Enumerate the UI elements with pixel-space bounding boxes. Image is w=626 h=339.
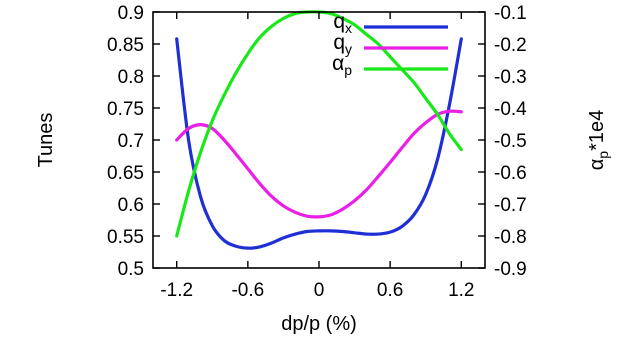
y-left-tick-label: 0.75 [107, 99, 144, 120]
y-left-tick-label: 0.8 [118, 67, 144, 88]
y-axis-label-right-symbol: α [586, 159, 608, 171]
y-right-tick-label: -0.7 [494, 195, 527, 216]
series-line-qy [175, 109, 463, 219]
y-left-tick-label: 0.6 [118, 195, 144, 216]
y-right-tick-label: -0.6 [494, 163, 527, 184]
y-left-tick-label: 0.7 [118, 131, 144, 152]
y-left-tick-label: 0.85 [107, 35, 144, 56]
series-line-qx [175, 37, 463, 250]
y-axis-label-right-rest: *1e4 [586, 110, 608, 151]
y-left-tick-label: 0.55 [107, 227, 144, 248]
x-tick-label: 0.6 [377, 280, 403, 301]
x-tick-label: -1.2 [160, 280, 193, 301]
y-left-tick-label: 0.9 [118, 3, 144, 24]
x-tick-label: 1.2 [448, 280, 474, 301]
legend-label: qy [333, 31, 352, 57]
y-right-tick-label: -0.8 [494, 227, 527, 248]
y-left-tick-label: 0.65 [107, 163, 144, 184]
y-left-tick-label: 0.5 [118, 259, 144, 280]
y-axis-label-right: αp*1e4 [586, 110, 611, 171]
legend-label: αp [332, 52, 352, 78]
x-axis-label: dp/p (%) [281, 313, 357, 335]
tick-marks [153, 11, 485, 269]
y-right-tick-label: -0.9 [494, 259, 527, 280]
y-axis-label-right-subscript: p [595, 151, 611, 159]
y-axis-label-left: Tunes [35, 113, 57, 168]
tick-labels: -1.2 -0.6 0 0.6 1.2 0.5 0.55 0.6 0.65 0.7 0.75 0.8 0… [107, 3, 527, 301]
legend-label: qx [333, 10, 352, 36]
x-tick-label: 0 [314, 280, 325, 301]
y-right-tick-label: -0.1 [494, 3, 527, 24]
y-right-tick-label: -0.2 [494, 35, 527, 56]
y-right-tick-label: -0.4 [494, 99, 527, 120]
y-right-tick-label: -0.3 [494, 67, 527, 88]
x-tick-label: -0.6 [231, 280, 264, 301]
series-line-alpha-p [175, 10, 463, 238]
y-right-tick-label: -0.5 [494, 131, 527, 152]
